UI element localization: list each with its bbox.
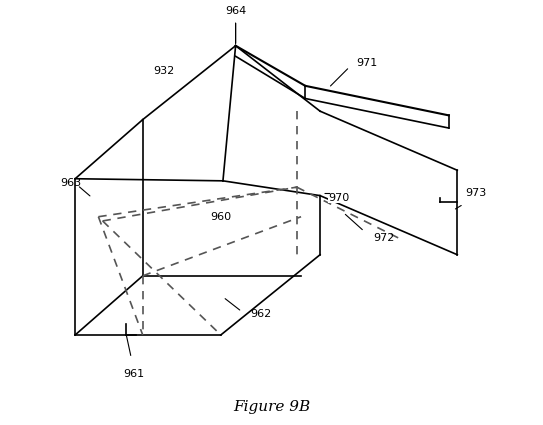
Text: 960: 960 bbox=[210, 212, 231, 222]
Text: Figure 9B: Figure 9B bbox=[233, 400, 310, 414]
Text: 973: 973 bbox=[466, 189, 487, 198]
Text: 970: 970 bbox=[329, 193, 350, 203]
Text: 963: 963 bbox=[60, 178, 81, 188]
Text: 972: 972 bbox=[373, 233, 394, 243]
Text: 961: 961 bbox=[124, 369, 145, 379]
Text: 964: 964 bbox=[225, 6, 246, 16]
Text: 962: 962 bbox=[250, 309, 272, 319]
Text: 932: 932 bbox=[153, 66, 174, 76]
Text: 971: 971 bbox=[356, 58, 377, 68]
